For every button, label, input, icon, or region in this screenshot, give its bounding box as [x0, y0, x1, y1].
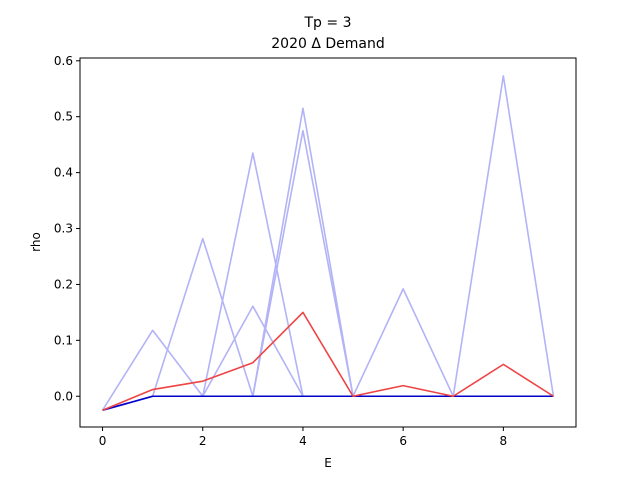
y-tick-label: 0.5	[54, 110, 73, 124]
x-tick-label: 4	[299, 434, 307, 448]
axes-layer: 0 2 4 6 8 0.0 0.1 0.2 0.3 0.4 0.5 0.6	[54, 54, 577, 448]
y-tick-label: 0.0	[54, 389, 73, 403]
x-tick-label: 8	[500, 434, 508, 448]
y-tick-label: 0.3	[54, 222, 73, 236]
y-axis-label: rho	[29, 232, 43, 252]
series-layer	[101, 75, 555, 412]
series-line-8	[102, 311, 554, 411]
x-tick-label: 6	[399, 434, 407, 448]
chart-title: Tp = 3	[304, 15, 352, 31]
chart-subtitle: 2020 Δ Demand	[271, 36, 384, 52]
series-line-7	[102, 395, 554, 412]
x-tick-label: 0	[99, 434, 107, 448]
x-axis-label: E	[324, 456, 332, 470]
x-tick-label: 2	[199, 434, 207, 448]
y-tick-label: 0.6	[54, 54, 73, 68]
y-tick-label: 0.4	[54, 166, 73, 180]
y-tick-label: 0.2	[54, 277, 73, 291]
y-tick-label: 0.1	[54, 333, 73, 347]
plot-frame	[79, 57, 577, 428]
